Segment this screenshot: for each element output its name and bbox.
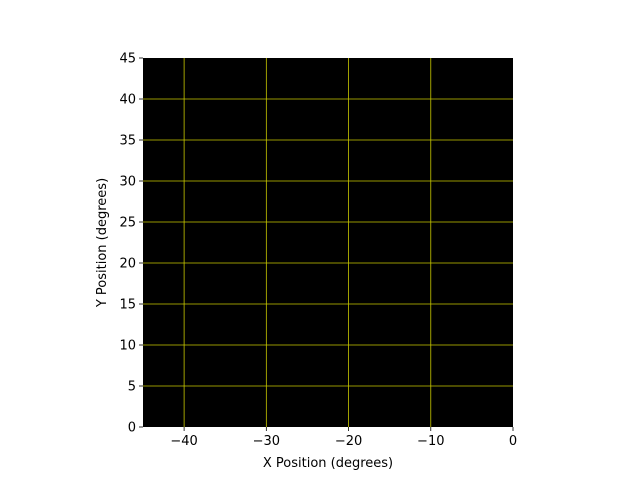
x-tick-label: −20: [335, 434, 362, 449]
x-tick-label: −30: [253, 434, 280, 449]
x-axis-label: X Position (degrees): [263, 456, 393, 471]
x-tick-label: 0: [509, 434, 517, 449]
y-tick-label: 10: [119, 339, 136, 354]
plot-background: [143, 58, 513, 427]
y-tick-label: 30: [119, 175, 136, 190]
y-tick-label: 5: [128, 380, 136, 395]
x-tick-label: −10: [417, 434, 444, 449]
y-tick-label: 35: [119, 134, 136, 149]
y-tick-label: 40: [119, 93, 136, 108]
y-tick-label: 0: [128, 421, 136, 436]
y-tick-label: 15: [119, 298, 136, 313]
y-tick-label: 25: [119, 216, 136, 231]
y-tick-label: 45: [119, 52, 136, 67]
x-tick-label: −40: [170, 434, 197, 449]
axes: −40 −30 −20 −10 0 0 5 10 15 20 25 30 35 40 45: [119, 52, 517, 450]
y-axis-label: Y Position (degrees): [95, 178, 110, 308]
y-tick-label: 20: [119, 257, 136, 272]
grid: [143, 58, 513, 427]
